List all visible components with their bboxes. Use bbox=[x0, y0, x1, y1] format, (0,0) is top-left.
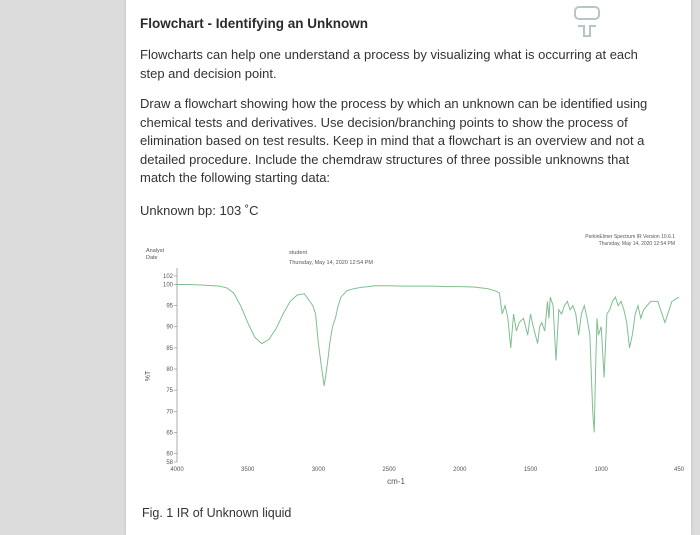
instrument-date: Thursday, May 14, 2020 12:54 PM bbox=[599, 241, 675, 247]
intro-paragraph: Flowcharts can help one understand a pro… bbox=[140, 47, 638, 81]
y-tick-label: 95 bbox=[166, 304, 173, 310]
analyst-label: Analyst bbox=[146, 248, 165, 254]
x-tick-label: 2500 bbox=[382, 467, 396, 473]
y-tick-label: 60 bbox=[166, 452, 173, 458]
figure-caption: Fig. 1 IR of Unknown liquid bbox=[142, 506, 292, 520]
x-tick-label: 450 bbox=[674, 467, 685, 473]
x-tick-label: 4000 bbox=[170, 467, 184, 473]
y-tick-label: 90 bbox=[166, 325, 173, 331]
corner-page-icon bbox=[574, 6, 600, 37]
instructions-paragraph: Draw a flowchart showing how the process… bbox=[140, 96, 648, 185]
y-tick-label: 102 bbox=[163, 274, 174, 280]
y-tick-label: 100 bbox=[163, 282, 174, 288]
x-ticks: 4000 3500 3000 2500 2000 1500 1000 450 bbox=[170, 467, 684, 473]
instrument-label: PerkinElmer Spectrum IR Version 10.6.1 bbox=[585, 234, 675, 240]
x-tick-label: 3500 bbox=[241, 467, 255, 473]
document-title: Flowchart - Identifying an Unknown bbox=[140, 16, 368, 31]
y-tick-label: 65 bbox=[166, 430, 173, 436]
x-axis-label: cm-1 bbox=[387, 477, 405, 486]
y-axis-label: %T bbox=[145, 370, 152, 381]
y-tick-label: 70 bbox=[166, 409, 173, 415]
y-tick-label: 85 bbox=[166, 346, 173, 352]
y-tick-label: 80 bbox=[166, 367, 173, 373]
document-page: Flowchart - Identifying an Unknown Flowc… bbox=[126, 0, 691, 535]
x-tick-label: 3000 bbox=[312, 467, 326, 473]
x-tick-label: 2000 bbox=[453, 467, 467, 473]
ir-trace-line bbox=[177, 284, 680, 433]
ir-spectrum: Analyst Date student Thursday, May 14, 2… bbox=[145, 234, 685, 486]
unknown-bp: Unknown bp: 103 ˚C bbox=[140, 203, 259, 218]
y-tick-label: 58 bbox=[166, 460, 173, 466]
date-label: Date bbox=[146, 255, 158, 261]
date-value: Thursday, May 14, 2020 12:54 PM bbox=[289, 260, 373, 266]
x-tick-label: 1000 bbox=[595, 467, 609, 473]
analyst-value: student bbox=[289, 250, 308, 256]
y-ticks: 102 100 95 90 85 80 75 70 65 60 58 bbox=[163, 274, 177, 466]
x-tick-label: 1500 bbox=[524, 467, 538, 473]
y-tick-label: 75 bbox=[166, 388, 173, 394]
